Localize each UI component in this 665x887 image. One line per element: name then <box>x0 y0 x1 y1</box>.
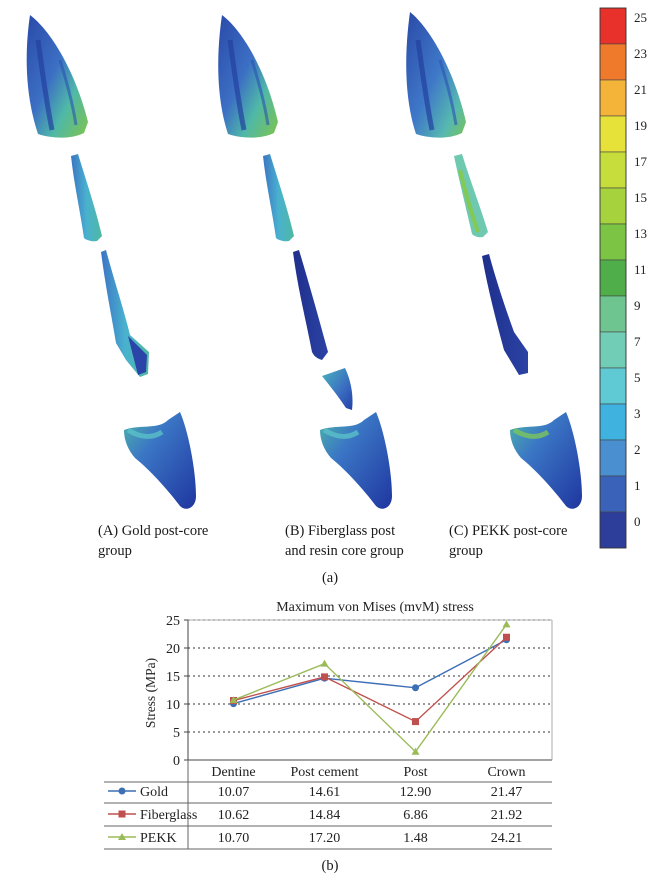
y-tick-label: 0 <box>173 754 180 769</box>
colorbar-swatch <box>599 43 627 81</box>
table-cell-value: 24.21 <box>491 831 523 846</box>
legend-label: PEKK <box>140 831 177 846</box>
colorbar-tick-label: 7 <box>634 334 641 349</box>
colorbar-swatch <box>599 79 627 117</box>
legend-marker <box>118 810 126 818</box>
colorbar-tick-label: 9 <box>634 298 641 313</box>
root-shape-b <box>320 412 392 509</box>
x-category-label: Dentine <box>211 765 255 780</box>
post-tip-b <box>293 250 328 360</box>
x-category-label: Post cement <box>290 765 358 780</box>
crown-shape-b <box>218 15 278 138</box>
colorbar-swatch <box>599 115 627 153</box>
caption-pekk-group: (C) PEKK post-core group <box>449 523 568 559</box>
y-tick-label: 15 <box>166 670 180 685</box>
table-cell-value: 10.07 <box>218 785 250 800</box>
model-a-gold <box>26 15 196 509</box>
colorbar-swatch <box>599 295 627 333</box>
caption-gold-group: (A) Gold post-core group <box>98 523 209 559</box>
data-point-pekk <box>320 659 329 667</box>
legend-label: Gold <box>140 785 168 800</box>
table-cell-value: 21.92 <box>491 808 523 823</box>
table-cell-value: 14.61 <box>309 785 341 800</box>
model-b-fiberglass <box>218 15 392 509</box>
series-line-fiberglass <box>233 636 507 723</box>
post-segment-b <box>263 154 294 242</box>
colorbar-swatch <box>599 7 627 45</box>
plot-area: 0 5 10 15 20 25 <box>166 614 553 769</box>
panel-b-label: (b) <box>321 858 339 874</box>
data-point-fiberglass <box>321 673 328 681</box>
colorbar-swatch <box>599 151 627 189</box>
colorbar-tick-label: 23 <box>634 46 647 61</box>
y-tick-label: 5 <box>173 726 180 741</box>
colorbar-tick-label: 19 <box>634 118 647 133</box>
colorbar-tick-label: 13 <box>634 226 647 241</box>
table-cell-value: 21.47 <box>491 785 523 800</box>
root-shape-a <box>124 412 196 509</box>
colorbar-swatch <box>599 439 627 477</box>
legend-label: Fiberglass <box>140 808 197 823</box>
colorbar-tick-label: 3 <box>634 406 641 421</box>
crown-shape-c <box>406 12 466 138</box>
colorbar-tick-label: 25 <box>634 10 647 25</box>
figure-panel-a: 25 23 21 19 17 15 13 11 9 7 5 3 2 1 0 (A) Gold post-co… <box>26 7 648 586</box>
colorbar-swatch <box>599 403 627 441</box>
colorbar-tick-label: 1 <box>634 478 641 493</box>
series-line-gold <box>233 639 507 705</box>
y-tick-label: 10 <box>166 698 180 713</box>
y-tick-label: 20 <box>166 642 180 657</box>
crown-shape-a <box>26 15 88 138</box>
colorbar-tick-label: 2 <box>634 442 641 457</box>
legend-marker <box>118 833 126 840</box>
colorbar-tick-label: 17 <box>634 154 648 169</box>
y-tick-label: 25 <box>166 614 180 629</box>
colorbar-tick-label: 21 <box>634 82 647 97</box>
model-c-pekk <box>406 12 582 509</box>
data-table: Dentine Post cement Post Crown Gold 10.07 14.6… <box>104 760 552 850</box>
data-point-pekk <box>502 620 511 628</box>
post-segment-c <box>454 154 488 238</box>
series-line-pekk <box>233 624 508 753</box>
data-point-pekk <box>229 696 238 704</box>
colorbar-tick-label: 0 <box>634 514 641 529</box>
colorbar-swatch <box>599 475 627 513</box>
colorbar-swatch <box>599 511 627 549</box>
table-cell-value: 12.90 <box>400 785 432 800</box>
chart-title: Maximum von Mises (mvM) stress <box>276 600 474 615</box>
colorbar-swatch <box>599 367 627 405</box>
stress-line-chart: Maximum von Mises (mvM) stress Stress (M… <box>104 600 553 850</box>
data-point-fiberglass <box>503 633 510 641</box>
data-point-gold <box>412 684 419 692</box>
colorbar-swatch <box>599 223 627 261</box>
core-shape-b <box>322 368 353 410</box>
table-cell-value: 1.48 <box>403 831 428 846</box>
post-tip-c <box>482 254 528 375</box>
x-category-label: Crown <box>487 765 525 780</box>
legend-marker <box>118 787 126 795</box>
table-cell-value: 10.70 <box>218 831 250 846</box>
y-axis-label: Stress (MPa) <box>143 658 158 728</box>
colorbar-swatch <box>599 187 627 225</box>
x-category-label: Post <box>403 765 427 780</box>
colorbar-tick-label: 5 <box>634 370 641 385</box>
data-point-fiberglass <box>412 718 419 726</box>
data-point-pekk <box>411 747 420 755</box>
table-cell-value: 17.20 <box>309 831 341 846</box>
colorbar-swatch <box>599 331 627 369</box>
table-cell-value: 10.62 <box>218 808 250 823</box>
root-shape-c <box>510 412 582 509</box>
colorbar-tick-label: 11 <box>634 262 647 277</box>
colorbar-swatch <box>599 259 627 297</box>
table-cell-value: 6.86 <box>403 808 428 823</box>
table-cell-value: 14.84 <box>309 808 341 823</box>
caption-fiberglass-group: (B) Fiberglass post and resin core group <box>285 523 404 559</box>
panel-a-label: (a) <box>321 570 339 586</box>
colorbar-tick-label: 15 <box>634 190 647 205</box>
post-segment-a <box>71 154 102 242</box>
figure-panel-b: Maximum von Mises (mvM) stress Stress (M… <box>0 590 665 882</box>
